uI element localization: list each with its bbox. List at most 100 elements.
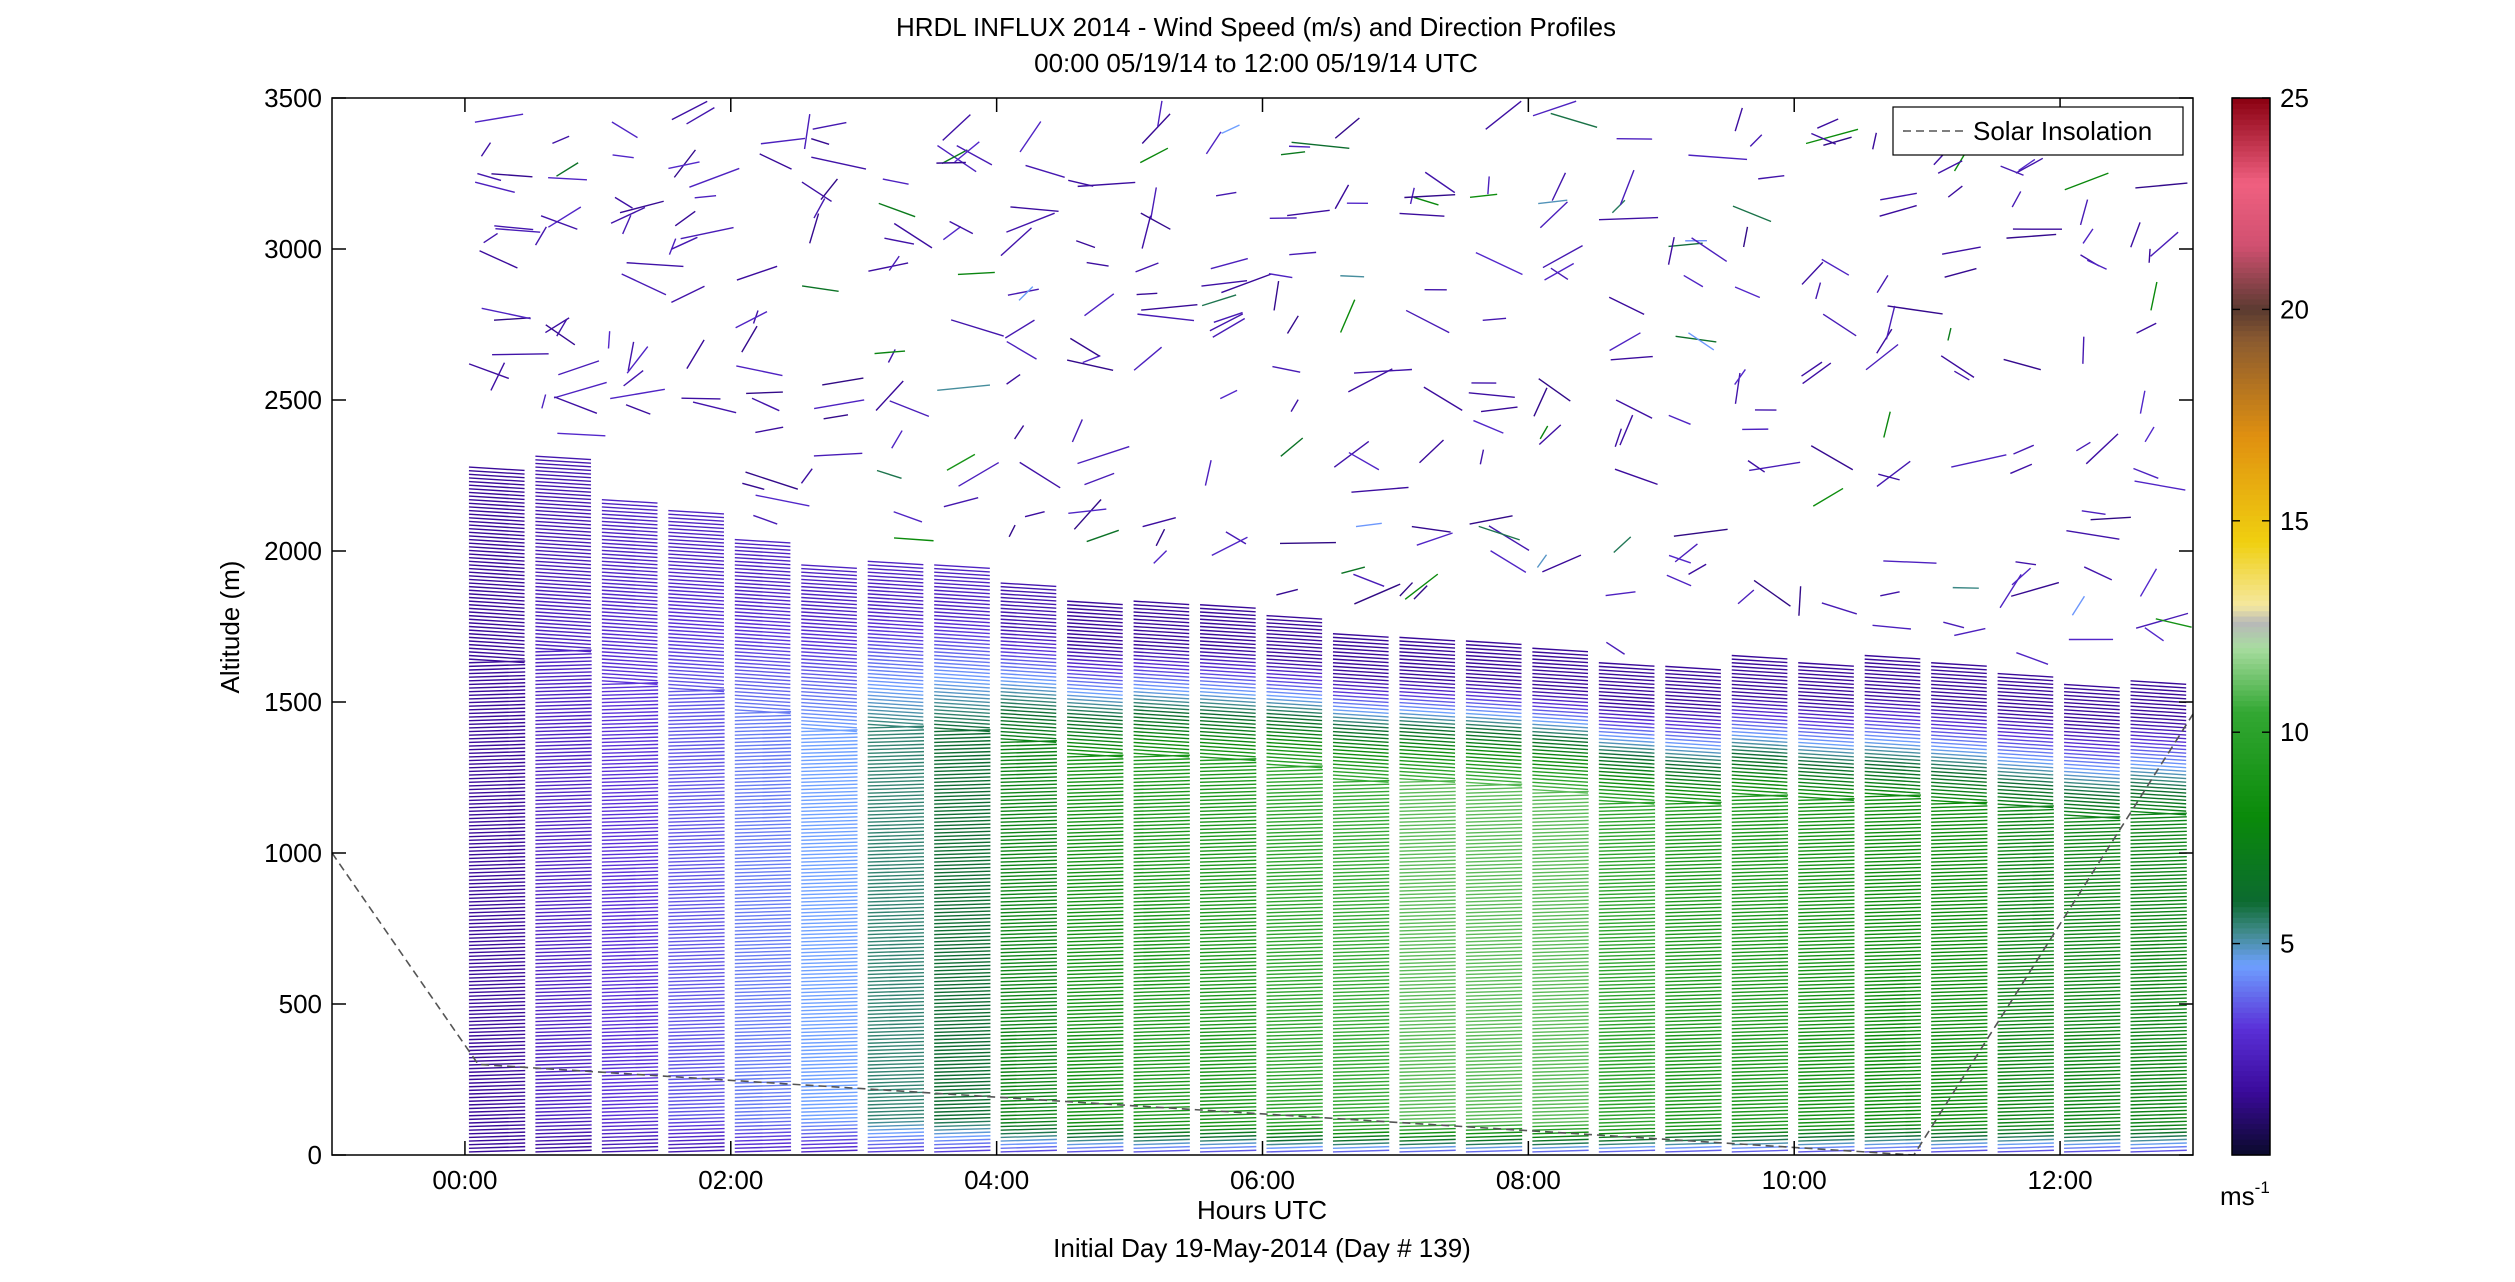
wind-barb xyxy=(668,765,725,769)
wind-barb xyxy=(1598,870,1656,874)
wind-barb xyxy=(867,979,925,983)
wind-barb xyxy=(801,990,858,994)
wind-barb xyxy=(1798,1066,1855,1070)
wind-barb xyxy=(1067,604,1123,609)
wind-barb xyxy=(601,564,658,570)
wind-barb xyxy=(1532,770,1589,776)
wind-barb xyxy=(1399,643,1456,649)
wind-barb xyxy=(1200,982,1257,986)
wind-barb xyxy=(1332,913,1390,918)
wind-barb xyxy=(535,932,592,936)
wind-barb xyxy=(1332,870,1390,874)
wind-barb xyxy=(1000,953,1057,957)
wind-barb xyxy=(1266,819,1323,823)
wind-barb xyxy=(1332,734,1389,740)
wind-barb xyxy=(1731,870,1789,874)
wind-barb xyxy=(468,564,525,570)
wind-barb xyxy=(734,701,791,707)
wind-barb xyxy=(1864,1098,1921,1102)
wind-barb xyxy=(2130,756,2187,762)
wind-barb-upper xyxy=(1758,174,1785,180)
wind-barb xyxy=(668,520,725,526)
wind-barb xyxy=(934,1004,991,1008)
wind-barb xyxy=(2130,727,2187,733)
wind-barb xyxy=(535,1113,592,1117)
wind-barb xyxy=(1665,906,1722,910)
wind-barb xyxy=(1598,759,1655,765)
wind-barb-upper xyxy=(1212,317,1246,338)
wind-barb xyxy=(801,975,858,979)
wind-barb xyxy=(1465,643,1522,649)
wind-barb xyxy=(468,1051,526,1055)
wind-barb xyxy=(867,658,924,664)
wind-barb xyxy=(1598,856,1656,860)
wind-barb xyxy=(2064,734,2120,740)
wind-barb xyxy=(1864,701,1921,707)
wind-barb xyxy=(1465,1077,1523,1081)
wind-barb xyxy=(1598,1062,1656,1066)
wind-barb xyxy=(1598,1015,1656,1019)
wind-barb xyxy=(1665,1029,1722,1034)
wind-barb xyxy=(734,718,792,722)
wind-barb xyxy=(1665,801,1722,805)
wind-barb xyxy=(1598,801,1656,805)
wind-barb xyxy=(1200,971,1257,976)
wind-barb xyxy=(1332,672,1389,678)
wind-barb xyxy=(668,801,725,805)
wind-barb xyxy=(1864,770,1921,776)
wind-barb xyxy=(1931,683,1987,689)
wind-barb xyxy=(1133,866,1190,871)
wind-barb xyxy=(934,729,991,733)
wind-barb xyxy=(1997,1073,2054,1077)
wind-barb xyxy=(1000,1055,1057,1059)
wind-barb xyxy=(867,779,925,784)
wind-barb xyxy=(1864,942,1921,947)
wind-barb xyxy=(1532,942,1589,947)
wind-barb xyxy=(867,723,924,729)
wind-barb xyxy=(1864,990,1921,994)
wind-barb-upper xyxy=(1821,602,1858,615)
wind-barb xyxy=(1532,1127,1589,1131)
wind-barb xyxy=(1931,917,1988,921)
wind-barb-upper xyxy=(1355,522,1382,528)
wind-barb xyxy=(934,712,990,718)
wind-barb xyxy=(1067,687,1123,693)
wind-barb xyxy=(1864,1019,1921,1023)
wind-barb xyxy=(535,707,592,711)
wind-barb xyxy=(1731,794,1789,798)
wind-barb xyxy=(1399,787,1456,791)
wind-barb-upper xyxy=(2016,652,2049,665)
wind-barb xyxy=(1798,1080,1855,1084)
wind-barb xyxy=(1864,1044,1921,1048)
wind-barb xyxy=(734,629,791,635)
wind-barb xyxy=(1532,856,1589,860)
wind-barb xyxy=(1997,856,2054,860)
wind-barb xyxy=(867,629,924,635)
wind-barb xyxy=(468,520,525,526)
wind-barb xyxy=(668,834,725,838)
wind-barb xyxy=(1532,946,1589,950)
wind-barb xyxy=(801,720,857,725)
colorbar-cell xyxy=(2232,425,2270,432)
wind-barb xyxy=(1598,1011,1656,1015)
wind-barb xyxy=(1399,979,1456,983)
wind-barb xyxy=(1465,774,1522,780)
colorbar-cell xyxy=(2232,145,2270,152)
wind-barb xyxy=(535,769,592,773)
wind-barb xyxy=(1931,808,1988,813)
wind-barb xyxy=(1465,669,1522,675)
wind-barb xyxy=(468,1135,526,1139)
wind-barb xyxy=(1532,895,1589,899)
wind-barb xyxy=(1598,1004,1656,1008)
wind-barb xyxy=(1864,763,1921,769)
wind-barb xyxy=(535,636,592,642)
wind-barb xyxy=(1399,1011,1456,1015)
wind-barb xyxy=(1931,913,1988,918)
wind-barb xyxy=(1000,600,1057,606)
wind-barb xyxy=(1332,863,1390,867)
wind-barb xyxy=(1864,859,1921,863)
wind-barb xyxy=(801,618,857,624)
wind-barb xyxy=(734,1055,792,1059)
wind-barb xyxy=(535,845,592,849)
wind-barb xyxy=(1399,767,1456,772)
